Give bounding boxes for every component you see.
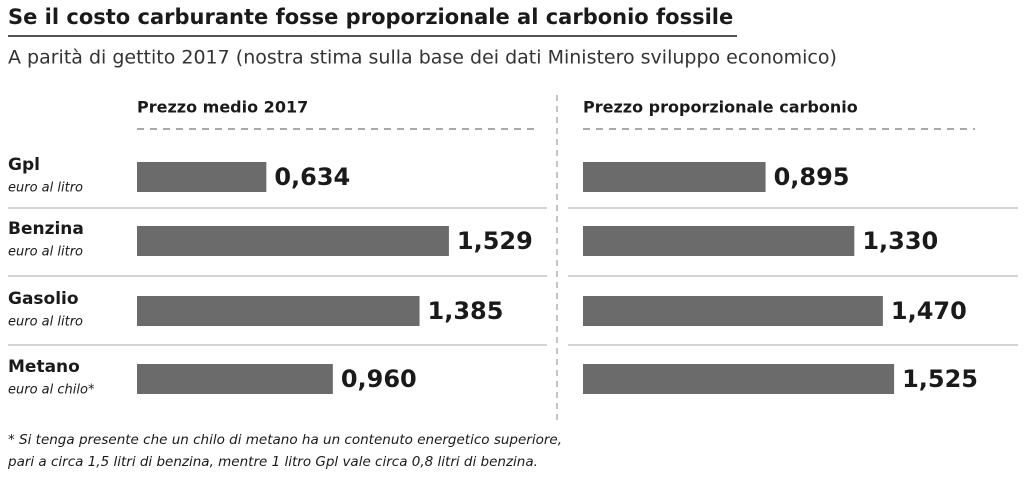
- value-label: 1,385: [428, 297, 504, 325]
- bar: [137, 296, 420, 326]
- category-label: Gasolio: [8, 289, 79, 309]
- bar: [137, 364, 333, 394]
- category-label: Gpl: [8, 155, 40, 175]
- chart-subtitle: A parità di gettito 2017 (nostra stima s…: [8, 47, 837, 69]
- category-note: euro al litro: [8, 315, 83, 330]
- category-label: Metano: [8, 357, 80, 377]
- bar: [583, 162, 766, 192]
- value-label: 1,529: [457, 227, 533, 255]
- category-label: Benzina: [8, 219, 84, 239]
- value-label: 1,470: [891, 297, 967, 325]
- value-label: 0,960: [341, 365, 417, 393]
- category-note: euro al chilo*: [8, 383, 95, 398]
- bar: [583, 226, 855, 256]
- value-label: 0,634: [274, 163, 350, 191]
- category-note: euro al litro: [8, 181, 83, 196]
- panel-title: Prezzo medio 2017: [137, 98, 308, 117]
- chart-title: Se il costo carburante fosse proporziona…: [8, 5, 733, 29]
- footnote: pari a circa 1,5 litri di benzina, mentr…: [7, 454, 538, 470]
- panel-title: Prezzo proporzionale carbonio: [583, 98, 858, 117]
- bar: [583, 364, 895, 394]
- bar: [137, 162, 267, 192]
- bar: [583, 296, 883, 326]
- footnote: * Si tenga presente che un chilo di meta…: [8, 432, 562, 448]
- value-label: 1,525: [902, 365, 978, 393]
- value-label: 0,895: [774, 163, 850, 191]
- bar: [137, 226, 449, 256]
- category-note: euro al litro: [8, 245, 83, 260]
- value-label: 1,330: [862, 227, 938, 255]
